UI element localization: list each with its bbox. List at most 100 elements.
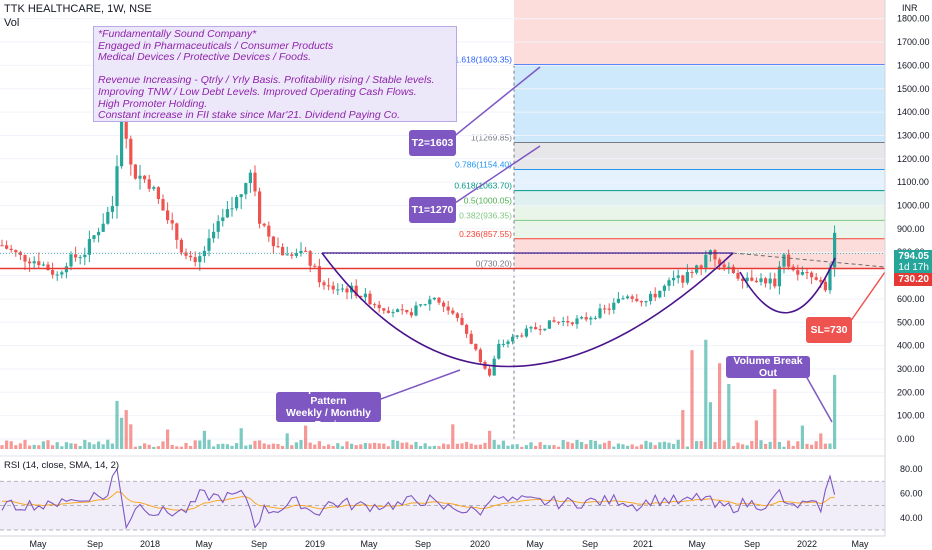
time-tick-label: Sep — [744, 539, 760, 549]
candle-body — [129, 138, 133, 165]
volume-bar — [253, 440, 257, 449]
candle-body — [363, 293, 367, 298]
volume-bar — [400, 442, 404, 449]
volume-bar — [685, 446, 689, 449]
candle-body — [805, 272, 809, 274]
volume-bar — [198, 440, 202, 449]
candle-body — [455, 313, 459, 318]
time-tick-label: May — [195, 539, 213, 549]
stop-loss-callout[interactable]: SL=730 — [806, 317, 852, 343]
candle-body — [179, 239, 183, 253]
candle-body — [423, 304, 427, 306]
candle-body — [589, 317, 593, 320]
volume-bar — [676, 439, 680, 449]
candle-body — [18, 252, 22, 255]
volume-bar — [64, 442, 68, 449]
volume-bar — [23, 439, 27, 449]
candle-body — [110, 206, 114, 212]
candle-body — [386, 310, 390, 313]
candle-body — [492, 358, 496, 376]
price-tick-label: 400.00 — [897, 341, 925, 351]
candle-body — [225, 209, 229, 218]
candle-body — [690, 272, 694, 274]
time-tick-label: May — [526, 539, 544, 549]
pointer-volume — [805, 375, 833, 423]
target-t2-callout[interactable]: T2=1603 — [409, 130, 456, 156]
volume-bar — [589, 440, 593, 449]
candle-body — [317, 266, 321, 283]
volume-bar — [110, 443, 114, 449]
volume-breakout-callout[interactable]: Volume Break Out — [726, 355, 810, 379]
candle-body — [754, 280, 758, 283]
candle-body — [639, 301, 643, 303]
fib-level-label: 0.618(1063.70) — [454, 181, 512, 191]
candle-body — [621, 298, 625, 300]
volume-bar — [386, 446, 390, 449]
volume-bar — [451, 424, 455, 449]
candle-body — [800, 272, 804, 275]
handle-curve — [739, 257, 836, 314]
candle-body — [561, 321, 565, 323]
volume-bar — [511, 444, 515, 449]
candle-body — [566, 321, 570, 323]
candle-body — [478, 349, 482, 362]
candle-body — [833, 232, 837, 268]
volume-bar — [396, 440, 400, 449]
volume-bar — [244, 445, 248, 449]
volume-bar — [796, 441, 800, 449]
candle-body — [593, 317, 597, 319]
volume-bar — [207, 439, 211, 449]
volume-bar — [106, 439, 110, 449]
volume-bar — [152, 446, 156, 449]
volume-bar — [294, 442, 298, 449]
candle-body — [727, 266, 731, 268]
volume-bar — [557, 446, 561, 449]
volume-bar — [331, 446, 335, 449]
candle-body — [97, 231, 101, 236]
target-t1-callout[interactable]: T1=1270 — [409, 197, 456, 223]
volume-bar — [340, 446, 344, 449]
volume-bar — [515, 444, 519, 449]
volume-bar — [773, 389, 777, 449]
symbol-title: TTK HEALTHCARE, 1W, NSE — [4, 3, 152, 15]
volume-bar — [409, 444, 413, 449]
cup-handle-callout[interactable]: Cup & Handle Pattern Weekly / Monthly Ba… — [276, 383, 381, 431]
candle-body — [161, 199, 165, 211]
volume-bar — [658, 442, 662, 449]
volume-bar — [538, 442, 542, 449]
fib-zone — [514, 64, 885, 143]
volume-bar — [193, 440, 197, 449]
volume-bar — [529, 442, 533, 449]
volume-bar — [5, 440, 9, 449]
price-tick-label: 300.00 — [897, 364, 925, 374]
volume-bar — [221, 443, 225, 449]
volume-bar — [754, 420, 758, 449]
candle-body — [396, 309, 400, 313]
volume-bar — [791, 445, 795, 449]
candle-body — [474, 343, 478, 350]
volume-bar — [446, 444, 450, 449]
candle-body — [446, 306, 450, 311]
candle-body — [580, 317, 584, 319]
candle-body — [662, 285, 666, 291]
candle-body — [216, 221, 220, 232]
volume-bar — [718, 363, 722, 449]
fib-level-label: 1.618(1603.35) — [454, 55, 512, 65]
candle-body — [212, 231, 216, 239]
candle-body — [644, 301, 648, 303]
volume-bar — [566, 441, 570, 449]
candle-body — [106, 211, 110, 224]
candle-body — [5, 245, 9, 249]
volume-bar — [497, 444, 501, 449]
candle-body — [294, 253, 298, 256]
volume-bar — [258, 440, 262, 449]
fib-level-label: 0(730.20) — [476, 258, 513, 268]
volume-bar — [170, 444, 174, 449]
candle-body — [391, 312, 395, 314]
candle-body — [313, 265, 317, 267]
volume-bar — [202, 430, 206, 449]
volume-bar — [175, 446, 179, 449]
fundamentals-note[interactable]: *Fundamentally Sound Company* Engaged in… — [93, 26, 457, 122]
